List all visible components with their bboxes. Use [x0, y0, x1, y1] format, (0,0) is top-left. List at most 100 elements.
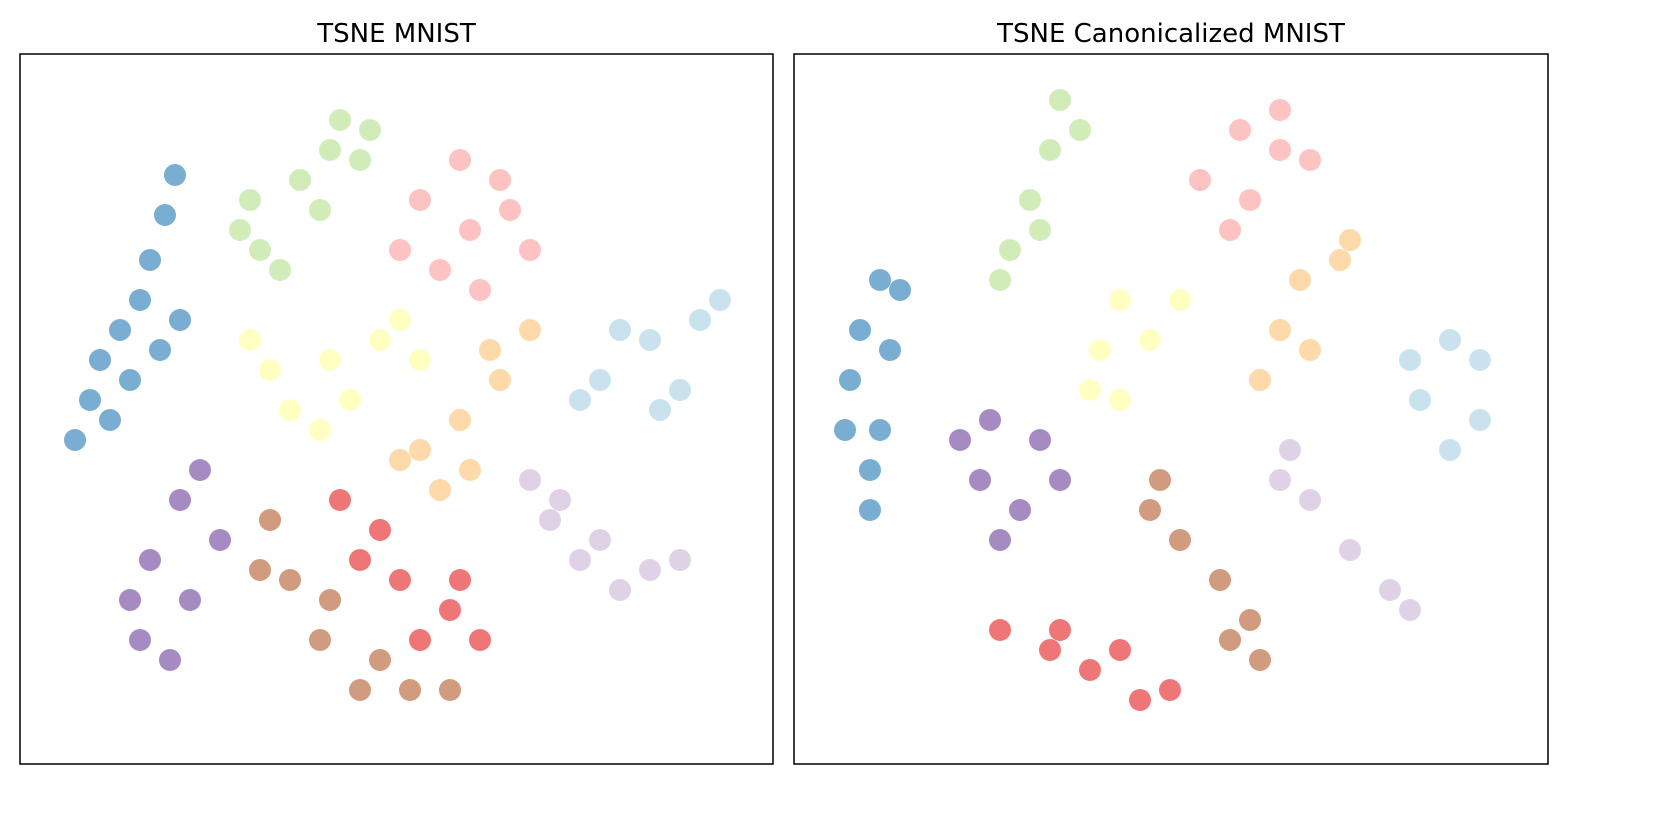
point — [1439, 329, 1461, 351]
point — [1209, 569, 1231, 591]
point — [319, 349, 341, 371]
point — [329, 489, 351, 511]
point — [1049, 89, 1071, 111]
point — [1169, 289, 1191, 311]
point — [159, 649, 181, 671]
point — [339, 389, 361, 411]
point — [1109, 389, 1131, 411]
point — [409, 629, 431, 651]
point — [1009, 499, 1031, 521]
point — [589, 529, 611, 551]
point — [519, 239, 541, 261]
point — [609, 319, 631, 341]
point — [839, 369, 861, 391]
point — [409, 189, 431, 211]
point — [1109, 639, 1131, 661]
point — [469, 279, 491, 301]
point — [389, 239, 411, 261]
point — [249, 239, 271, 261]
point — [834, 419, 856, 441]
point — [1029, 429, 1051, 451]
point — [129, 289, 151, 311]
point — [609, 579, 631, 601]
point — [409, 349, 431, 371]
point — [499, 199, 521, 221]
point — [239, 189, 261, 211]
point — [1149, 469, 1171, 491]
point — [64, 429, 86, 451]
point — [569, 549, 591, 571]
point — [1399, 349, 1421, 371]
point — [389, 309, 411, 331]
point — [349, 149, 371, 171]
point — [1109, 289, 1131, 311]
point — [1029, 219, 1051, 241]
point — [1409, 389, 1431, 411]
point — [439, 679, 461, 701]
point — [1079, 659, 1101, 681]
point — [439, 599, 461, 621]
point — [1249, 649, 1271, 671]
point — [309, 629, 331, 651]
point — [1269, 319, 1291, 341]
point — [979, 409, 1001, 431]
point — [409, 439, 431, 461]
point — [109, 319, 131, 341]
point — [449, 569, 471, 591]
point — [589, 369, 611, 391]
point — [1299, 339, 1321, 361]
point — [1249, 369, 1271, 391]
point — [849, 319, 871, 341]
point — [169, 489, 191, 511]
point — [989, 529, 1011, 551]
point — [1159, 679, 1181, 701]
point — [489, 369, 511, 391]
point — [189, 459, 211, 481]
point — [639, 559, 661, 581]
point — [1269, 99, 1291, 121]
point — [519, 469, 541, 491]
point — [119, 369, 141, 391]
point — [139, 549, 161, 571]
point — [369, 649, 391, 671]
point — [329, 109, 351, 131]
point — [869, 419, 891, 441]
chart-title: TSNE MNIST — [316, 19, 476, 49]
point — [429, 479, 451, 501]
point — [1399, 599, 1421, 621]
point — [129, 629, 151, 651]
point — [479, 339, 501, 361]
point — [1219, 629, 1241, 651]
point — [1339, 229, 1361, 251]
point — [389, 449, 411, 471]
point — [1239, 609, 1261, 631]
point — [1269, 469, 1291, 491]
point — [989, 619, 1011, 641]
point — [489, 169, 511, 191]
point — [309, 199, 331, 221]
point — [1139, 499, 1161, 521]
point — [369, 329, 391, 351]
point — [569, 389, 591, 411]
point — [1139, 329, 1161, 351]
point — [1439, 439, 1461, 461]
point — [319, 589, 341, 611]
point — [1079, 379, 1101, 401]
point — [1229, 119, 1251, 141]
point — [309, 419, 331, 441]
point — [1049, 619, 1071, 641]
point — [239, 329, 261, 351]
point — [1069, 119, 1091, 141]
point — [279, 569, 301, 591]
point — [149, 339, 171, 361]
point — [969, 469, 991, 491]
point — [164, 164, 186, 186]
point — [539, 509, 561, 531]
point — [1019, 189, 1041, 211]
point — [1219, 219, 1241, 241]
point — [209, 529, 231, 551]
plot-frame — [793, 53, 1549, 765]
point — [139, 249, 161, 271]
